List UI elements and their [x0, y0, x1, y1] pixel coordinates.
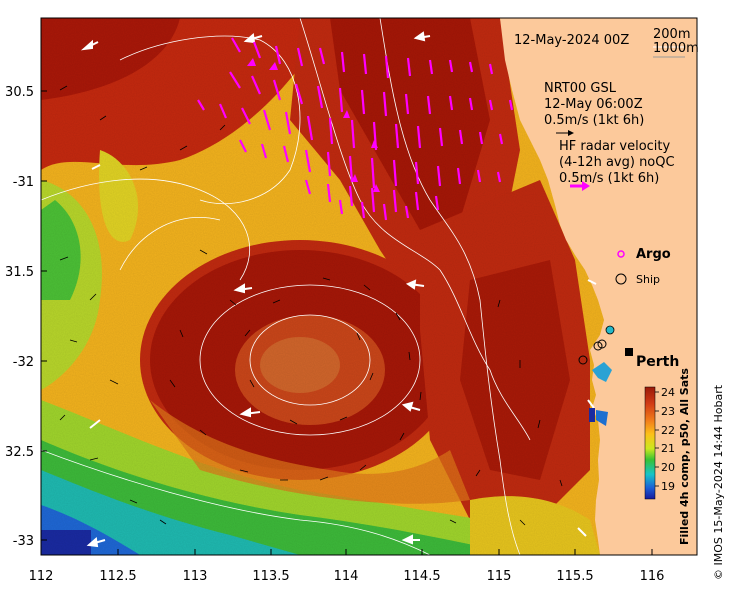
colorbar-tick-22: 22: [661, 424, 675, 437]
argo-label: Argo: [636, 247, 671, 262]
x-tick-116: 116: [640, 569, 665, 584]
colorbar-tick-labels: 24 23 22 21 20 19: [661, 386, 675, 493]
depth-label-1000m: 1000m: [653, 41, 699, 56]
hf-arrows-white: [80, 31, 597, 548]
colorbar-tick-19: 19: [661, 480, 675, 493]
axis-ticks: [40, 90, 653, 555]
x-tick-114-5: 114.5: [403, 569, 440, 584]
y-tick-30-5: 30.5: [5, 85, 34, 100]
y-tick-32-5: 32.5: [5, 445, 34, 460]
perth-marker: [578, 325, 633, 426]
colorbar: [644, 386, 659, 500]
colorbar-title: Filled 4h comp, p50, All Sats: [678, 368, 691, 545]
colorbar-tick-21: 21: [661, 442, 675, 455]
gsl-reference-arrow: [556, 130, 574, 136]
city-label-perth: Perth: [636, 354, 679, 370]
radar-line-1: HF radar velocity: [559, 139, 671, 154]
argo-symbol: [617, 250, 625, 258]
ship-symbol: [615, 273, 627, 285]
depth-label-200m: 200m: [653, 27, 690, 42]
colorbar-tick-24: 24: [661, 386, 675, 399]
x-tick-114: 114: [334, 569, 359, 584]
hf-radar-arrows: [197, 37, 514, 221]
y-tick-33: -33: [13, 534, 34, 549]
y-tick-32: -32: [13, 355, 34, 370]
credit-text: © IMOS 15-May-2024 14:44 Hobart: [712, 384, 725, 580]
x-tick-115: 115: [487, 569, 512, 584]
radar-line-2: (4-12h avg) noQC: [559, 155, 675, 170]
y-tick-31: -31: [13, 175, 34, 190]
x-tick-112-5: 112.5: [99, 569, 136, 584]
radar-reference-arrow: [570, 181, 590, 191]
date-label: 12-May-2024 00Z: [514, 33, 629, 48]
gsl-line-1: NRT00 GSL: [544, 81, 617, 96]
gsl-line-2: 12-May 06:00Z: [544, 97, 643, 112]
x-tick-115-5: 115.5: [556, 569, 593, 584]
colorbar-tick-20: 20: [661, 461, 675, 474]
model-currents: [59, 85, 563, 526]
x-tick-113-5: 113.5: [252, 569, 289, 584]
isobath-contours: [41, 18, 531, 555]
x-tick-113: 113: [183, 569, 208, 584]
y-tick-31-5: 31.5: [5, 265, 34, 280]
ship-label: Ship: [636, 273, 660, 286]
gsl-line-3: 0.5m/s (1kt 6h): [544, 113, 644, 128]
x-tick-labels: 112 112.5 113 113.5 114 114.5 115 115.5 …: [29, 569, 665, 584]
x-tick-112: 112: [29, 569, 54, 584]
colorbar-tick-23: 23: [661, 405, 675, 418]
y-tick-labels: 30.5 -31 31.5 -32 32.5 -33: [5, 85, 34, 549]
radar-line-3: 0.5m/s (1kt 6h): [559, 171, 659, 186]
